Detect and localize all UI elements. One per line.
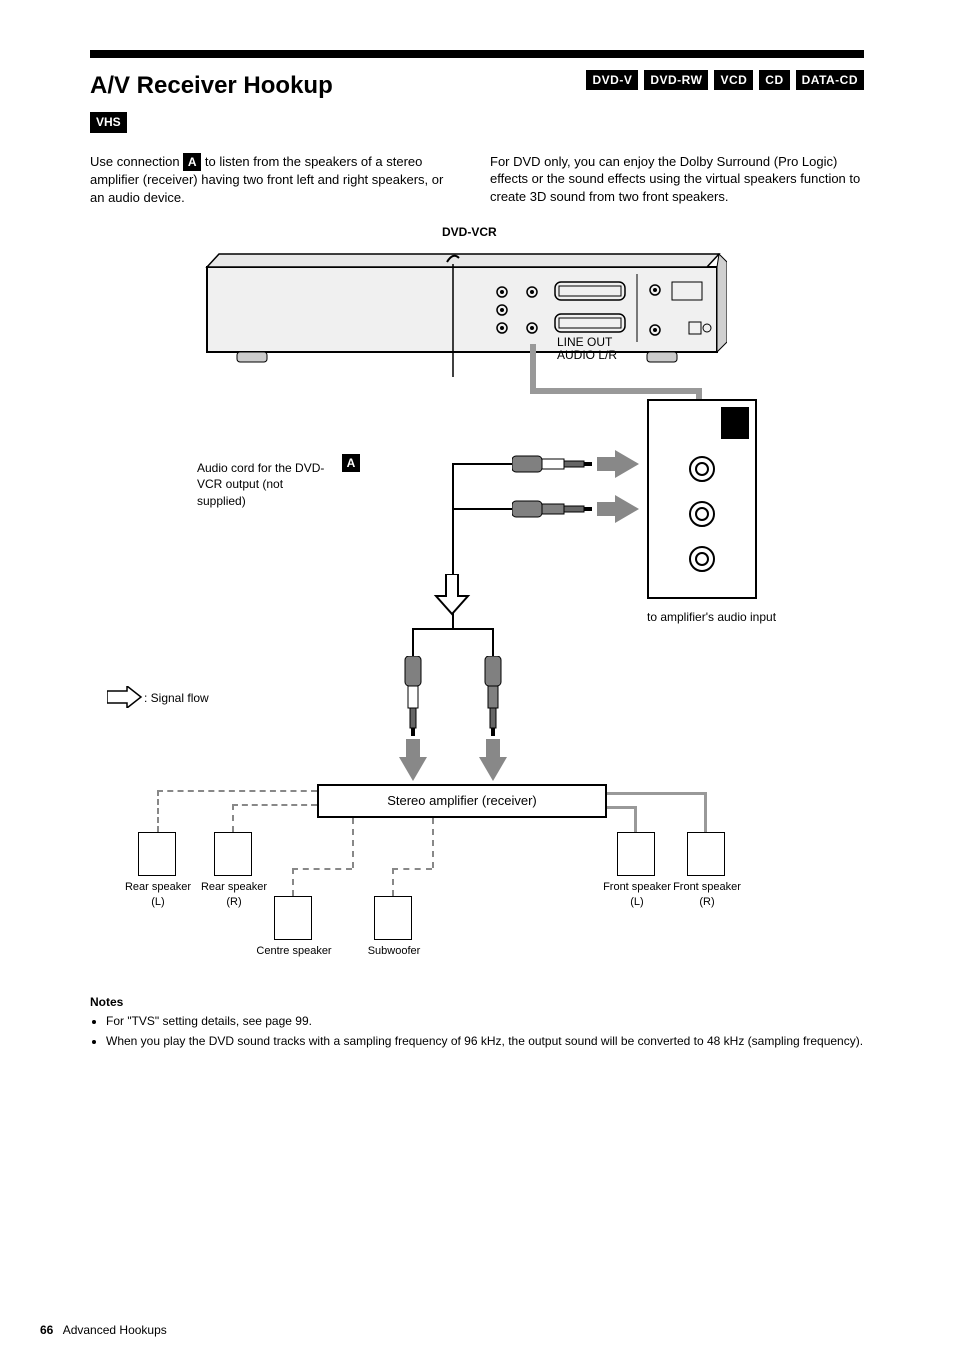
rca-jack-r bbox=[689, 501, 715, 527]
label-signal-flow: : Signal flow bbox=[144, 690, 209, 706]
badge-vcd: VCD bbox=[714, 70, 753, 90]
speaker-front-l bbox=[617, 832, 655, 876]
page-footer: 66 Advanced Hookups bbox=[40, 1322, 167, 1338]
note-item: When you play the DVD sound tracks with … bbox=[106, 1033, 864, 1049]
label-to-amp: to amplifier's audio input bbox=[647, 609, 777, 625]
cable-split-h bbox=[412, 628, 494, 630]
badge-cd: CD bbox=[759, 70, 789, 90]
caption-dvd-vcr: DVD-VCR bbox=[442, 224, 497, 240]
wire-centre-h bbox=[292, 868, 352, 870]
arrow-to-jack-l-stem bbox=[597, 457, 615, 471]
intro-paragraph-1: Use connection A to listen from the spea… bbox=[90, 153, 450, 207]
label-line-out: LINE OUT AUDIO L/R bbox=[557, 336, 617, 362]
badge-vhs: VHS bbox=[90, 112, 127, 132]
arrow-to-jack-r bbox=[615, 495, 639, 523]
notes-section: Notes For "TVS" setting details, see pag… bbox=[90, 994, 864, 1049]
rca-plug-red-icon bbox=[512, 497, 592, 521]
hookup-diagram: DVD-VCR bbox=[92, 224, 862, 964]
wire-front-r-top bbox=[607, 792, 707, 795]
label-rear-r: Rear speaker (R) bbox=[194, 880, 274, 910]
label-audio-cord: Audio cord for the DVD-VCR output (not s… bbox=[197, 460, 327, 509]
label-centre: Centre speaker bbox=[254, 944, 334, 959]
wire-front-r-v bbox=[704, 792, 707, 832]
connection-a-marker: A bbox=[342, 454, 360, 472]
signal-flow-legend-arrow-icon bbox=[107, 686, 143, 708]
cable-l-h bbox=[452, 463, 512, 465]
speaker-rear-l bbox=[138, 832, 176, 876]
page-number: 66 bbox=[40, 1323, 53, 1337]
wire-sub-h bbox=[392, 868, 432, 870]
label-line-out-sub: AUDIO L/R bbox=[557, 348, 617, 362]
wire-centre-v1 bbox=[352, 818, 354, 868]
cable-merge-v bbox=[452, 463, 454, 510]
amplifier-box: Stereo amplifier (receiver) bbox=[317, 784, 607, 818]
wire-rear-r-v bbox=[232, 804, 234, 832]
speaker-rear-r bbox=[214, 832, 252, 876]
signal-flow-arrow-icon bbox=[432, 574, 472, 616]
arrow-to-amp-r bbox=[479, 757, 507, 781]
arrow-to-amp-l bbox=[399, 757, 427, 781]
wire-rear-r-h bbox=[232, 804, 317, 806]
badge-dvd-rw: DVD-RW bbox=[644, 70, 708, 90]
rca-plug-white-icon bbox=[512, 452, 592, 476]
page-title: A/V Receiver Hookup bbox=[90, 70, 333, 102]
wire-rear-l-h bbox=[157, 790, 317, 792]
intro-para1-pre: Use connection bbox=[90, 154, 183, 169]
cable-split-l bbox=[412, 628, 414, 658]
lead-line-h bbox=[530, 388, 702, 394]
speaker-centre bbox=[274, 896, 312, 940]
title-row: A/V Receiver Hookup DVD-V DVD-RW VCD CD … bbox=[90, 70, 864, 102]
speaker-sub bbox=[374, 896, 412, 940]
arrow-to-amp-l-stem bbox=[406, 739, 420, 757]
arrow-to-jack-l bbox=[615, 450, 639, 478]
badge-dvd-v: DVD-V bbox=[586, 70, 638, 90]
speaker-front-r bbox=[687, 832, 725, 876]
rca-jack-video bbox=[689, 546, 715, 572]
header-rule bbox=[90, 50, 864, 58]
jackbox-header bbox=[721, 407, 749, 439]
label-front-l: Front speaker (L) bbox=[597, 880, 677, 910]
notes-heading: Notes bbox=[90, 994, 864, 1010]
rca-jack-l bbox=[689, 456, 715, 482]
cable-r-h bbox=[452, 508, 512, 510]
label-rear-l: Rear speaker (L) bbox=[118, 880, 198, 910]
arrow-to-amp-r-stem bbox=[486, 739, 500, 757]
note-item: For "TVS" setting details, see page 99. bbox=[106, 1013, 864, 1029]
label-amplifier: Stereo amplifier (receiver) bbox=[387, 793, 537, 808]
wire-rear-l-v bbox=[157, 790, 159, 832]
lead-line bbox=[530, 344, 536, 394]
cable-split-r bbox=[492, 628, 494, 658]
rca-plug-white-down-icon bbox=[401, 656, 425, 736]
rca-plug-red-down-icon bbox=[481, 656, 505, 736]
section-name: Advanced Hookups bbox=[63, 1323, 167, 1337]
wire-sub-v2 bbox=[392, 868, 394, 896]
dvd-vcr-unit-icon bbox=[197, 242, 727, 382]
label-sub: Subwoofer bbox=[354, 944, 434, 959]
format-badges: DVD-V DVD-RW VCD CD DATA-CD bbox=[586, 70, 864, 90]
label-line-out-top: LINE OUT bbox=[557, 335, 612, 349]
connection-a-icon: A bbox=[183, 153, 201, 171]
amp-input-jackbox bbox=[647, 399, 757, 599]
badge-data-cd: DATA-CD bbox=[796, 70, 864, 90]
wire-front-l-v bbox=[634, 806, 637, 832]
intro-paragraph-2: For DVD only, you can enjoy the Dolby Su… bbox=[490, 153, 864, 206]
arrow-to-jack-r-stem bbox=[597, 502, 615, 516]
wire-sub-v1 bbox=[432, 818, 434, 868]
wire-centre-v2 bbox=[292, 868, 294, 896]
label-front-r: Front speaker (R) bbox=[667, 880, 747, 910]
wire-front-l-top bbox=[607, 806, 637, 809]
